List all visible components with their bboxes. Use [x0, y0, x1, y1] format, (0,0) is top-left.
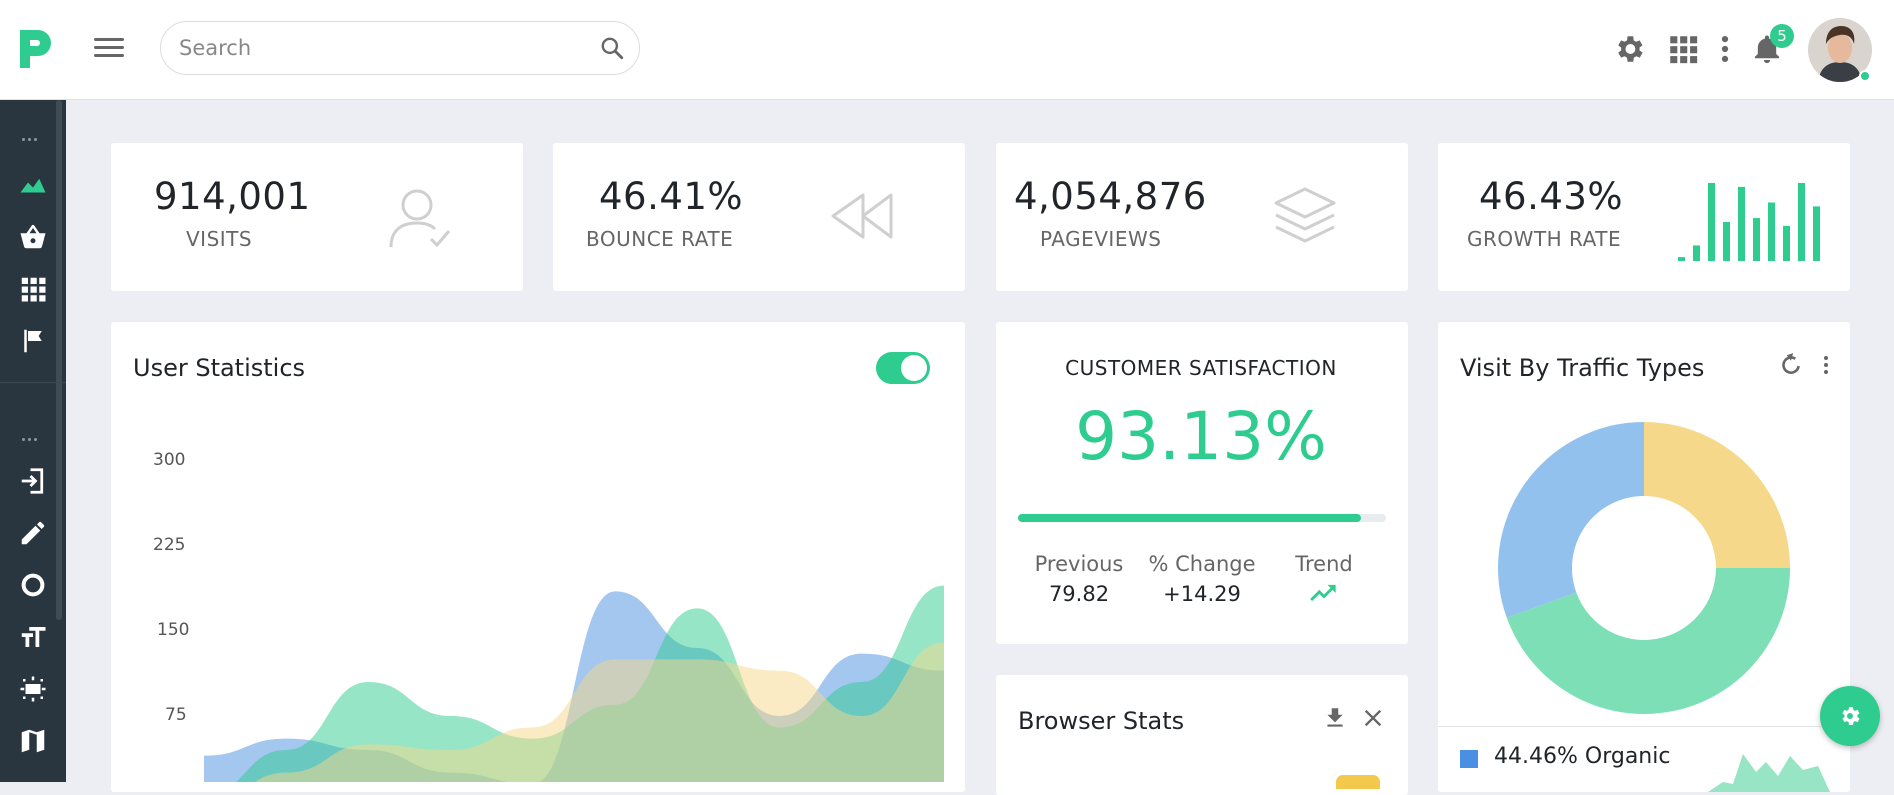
stat-label: BOUNCE RATE: [586, 227, 734, 251]
search-icon[interactable]: [599, 35, 625, 61]
trend-label: Trend: [1295, 552, 1353, 576]
growth-bar: [1813, 206, 1820, 261]
change-label: % Change: [1148, 552, 1256, 576]
stat-value: 4,054,876: [1014, 175, 1207, 218]
sidebar-divider: [0, 382, 66, 383]
satisfaction-progress-bar: [1018, 514, 1386, 522]
growth-bar: [1693, 245, 1700, 261]
y-tick-label: 300: [153, 450, 186, 470]
stat-card-pageviews: 4,054,876 PAGEVIEWS: [996, 143, 1408, 291]
growth-bar: [1753, 218, 1760, 261]
grid-icon[interactable]: [18, 274, 48, 304]
change-stat: % Change +14.29: [1137, 552, 1267, 606]
stat-value: 914,001: [154, 175, 311, 218]
stat-label: VISITS: [186, 227, 253, 251]
growth-bar: [1783, 225, 1790, 261]
text-format-icon[interactable]: [18, 622, 48, 652]
legend-label-organic: 44.46% Organic: [1494, 744, 1671, 769]
top-bar: 5: [0, 0, 1894, 100]
flag-icon[interactable]: [18, 326, 48, 356]
trend-stat: Trend: [1259, 552, 1389, 604]
card-title: User Statistics: [133, 354, 306, 382]
y-tick-label: 150: [157, 620, 190, 640]
notification-badge: 5: [1770, 24, 1794, 48]
layers-icon: [1274, 187, 1336, 243]
customer-satisfaction-card: [996, 322, 1408, 644]
user-statistics-area-chart: [204, 585, 944, 782]
card-title: Visit By Traffic Types: [1460, 354, 1705, 382]
satisfaction-value: 93.13%: [1075, 398, 1327, 475]
refresh-icon[interactable]: [1778, 352, 1804, 378]
stat-label: GROWTH RATE: [1467, 227, 1622, 251]
search-box[interactable]: [160, 21, 640, 75]
traffic-donut-chart: [1498, 422, 1790, 714]
stat-value: 46.41%: [599, 175, 744, 218]
satisfaction-progress-fill: [1018, 514, 1361, 522]
growth-bar: [1708, 183, 1715, 261]
growth-bar: [1738, 186, 1745, 261]
donut-slice-3: [1498, 422, 1644, 618]
organic-sparkline: [1708, 754, 1830, 792]
gear-icon: [1842, 707, 1860, 725]
growth-bar: [1798, 183, 1805, 261]
card-divider: [1438, 726, 1850, 727]
chart-area-icon[interactable]: [18, 170, 48, 200]
more-dots-icon: [22, 426, 40, 441]
growth-bar: [1678, 257, 1685, 261]
stat-label: PAGEVIEWS: [1040, 227, 1162, 251]
stat-card-growth-rate: 46.43% GROWTH RATE: [1438, 143, 1850, 291]
previous-value: 79.82: [1048, 582, 1110, 606]
sidebar-scrollbar[interactable]: [56, 100, 62, 620]
settings-fab-button[interactable]: [1820, 686, 1880, 746]
more-vert-icon[interactable]: [1708, 32, 1742, 66]
y-tick-label: 225: [153, 535, 186, 555]
apps-grid-icon[interactable]: [1666, 32, 1700, 66]
app-logo[interactable]: [20, 30, 52, 68]
previous-label: Previous: [1034, 552, 1124, 576]
card-title: Browser Stats: [1018, 707, 1185, 735]
area-series-3: [255, 642, 944, 782]
y-tick-label: 75: [165, 705, 187, 725]
pencil-icon[interactable]: [18, 518, 48, 548]
legend-swatch-organic: [1460, 750, 1478, 768]
previous-stat: Previous 79.82: [1014, 552, 1144, 606]
growth-bar: [1723, 222, 1730, 261]
download-icon[interactable]: [1322, 705, 1348, 731]
close-icon[interactable]: [1362, 707, 1384, 729]
stat-card-visits: 914,001 VISITS: [111, 143, 523, 291]
gear-icon[interactable]: [1612, 32, 1646, 66]
donut-icon[interactable]: [18, 570, 48, 600]
user-check-icon: [389, 189, 451, 248]
more-dots-icon: [22, 126, 40, 141]
card-title: CUSTOMER SATISFACTION: [1065, 356, 1337, 380]
user-statistics-toggle[interactable]: [876, 352, 930, 384]
browser-bar-segment: [1336, 775, 1380, 789]
donut-slice-1: [1644, 422, 1790, 568]
stat-value: 46.43%: [1479, 175, 1624, 218]
online-status-dot: [1859, 70, 1871, 82]
trending-up-icon: [1310, 584, 1336, 601]
sidebar: [0, 100, 66, 782]
search-input[interactable]: [179, 36, 579, 60]
growth-bar-chart: [1678, 183, 1820, 261]
stat-card-bounce-rate: 46.41% BOUNCE RATE: [553, 143, 965, 291]
rewind-icon: [831, 193, 893, 239]
login-icon[interactable]: [18, 466, 48, 496]
menu-toggle-button[interactable]: [94, 38, 124, 62]
map-icon[interactable]: [18, 726, 48, 756]
growth-bar: [1768, 202, 1775, 261]
settings-panel-icon[interactable]: [18, 674, 48, 704]
browser-stats-card: Browser Stats: [996, 675, 1408, 795]
more-vert-icon[interactable]: [1816, 352, 1836, 378]
donut-slice-2: [1506, 568, 1790, 714]
basket-icon[interactable]: [18, 222, 48, 252]
change-value: +14.29: [1163, 582, 1241, 606]
